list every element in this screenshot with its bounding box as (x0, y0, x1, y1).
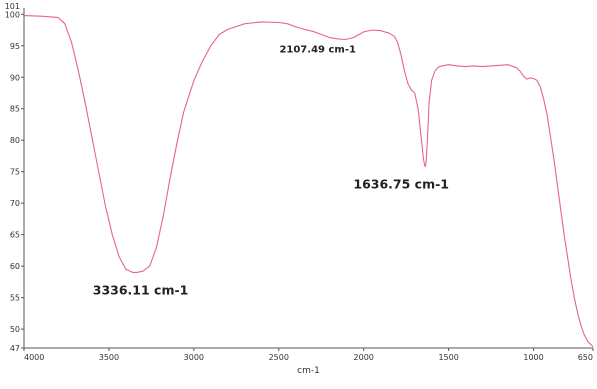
y-tick-label: 50 (10, 325, 20, 334)
x-tick-label: 3000 (184, 353, 204, 362)
x-tick-label: 3500 (99, 353, 119, 362)
x-tick-label: 4000 (24, 353, 44, 362)
y-tick-label: 75 (10, 168, 20, 177)
y-tick-label-top: 101 (5, 2, 20, 11)
y-tick-label: 90 (10, 73, 20, 82)
x-tick-label: 1500 (438, 353, 458, 362)
peak-annotation: 2107.49 cm-1 (279, 44, 356, 55)
x-axis-label: cm-1 (297, 366, 320, 376)
series-layer (23, 15, 594, 348)
x-tick-label: 650 (578, 353, 593, 362)
y-tick-label: 85 (10, 105, 20, 114)
x-tick-label: 1000 (523, 353, 543, 362)
y-tick-label: 100 (5, 10, 20, 19)
peak-annotation: 3336.11 cm-1 (93, 282, 189, 297)
y-tick-label: 60 (10, 262, 20, 271)
y-tick-label: 80 (10, 136, 20, 145)
spectrum-line (23, 15, 594, 348)
peak-annotation: 1636.75 cm-1 (353, 177, 449, 192)
x-tick-label: 2500 (269, 353, 289, 362)
y-tick-label: 47 (10, 344, 20, 353)
annotations: 3336.11 cm-1 2107.49 cm-1 1636.75 cm-1 (93, 44, 449, 297)
y-tick-label: 95 (10, 42, 20, 51)
y-tick-label: 55 (10, 294, 20, 303)
ticks: 100 95 90 85 80 75 70 65 60 55 50 47 101 4000 3500 3000… (5, 2, 594, 362)
axes (23, 8, 593, 349)
y-tick-label: 70 (10, 199, 20, 208)
y-tick-label: 65 (10, 231, 20, 240)
x-tick-label: 2000 (354, 353, 374, 362)
